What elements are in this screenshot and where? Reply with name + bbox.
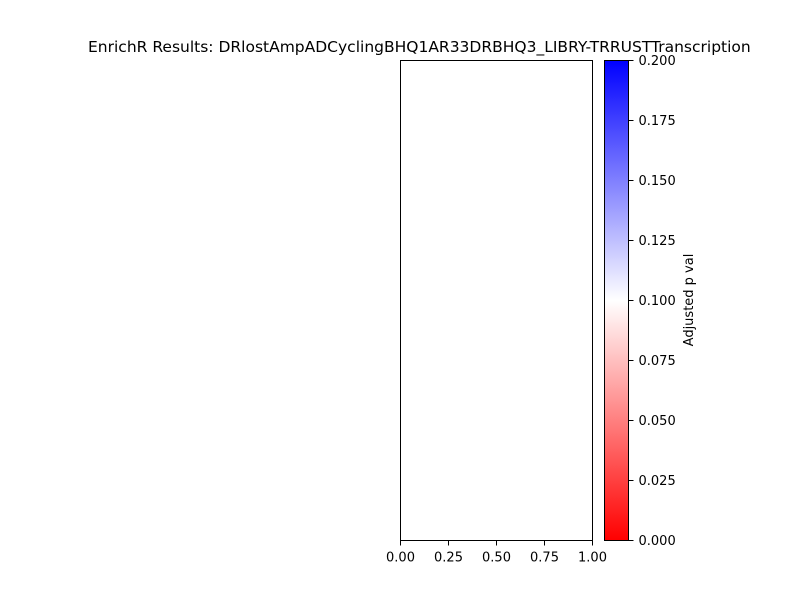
x-axis-ticks: 0.00 0.25 0.50 0.75 1.00 — [386, 540, 607, 566]
colorbar-tick-label: 0.100 — [639, 294, 676, 309]
colorbar-tick-label: 0.000 — [639, 534, 676, 549]
chart-title: EnrichR Results: DRlostAmpADCyclingBHQ1A… — [88, 38, 751, 57]
colorbar-label: Adjusted p val — [682, 254, 697, 347]
x-tick-label: 0.50 — [482, 551, 511, 566]
x-tick-label: 0.00 — [386, 551, 415, 566]
x-tick-label: 0.25 — [434, 551, 463, 566]
colorbar-tick-label: 0.125 — [639, 234, 676, 249]
colorbar: 0.000 0.025 0.050 0.075 0.100 0.125 0.150 0.175… — [604, 54, 697, 549]
colorbar-tick-label: 0.025 — [639, 474, 676, 489]
colorbar-tick-label: 0.150 — [639, 174, 676, 189]
plot-area: 0.00 0.25 0.50 0.75 1.00 — [386, 60, 607, 566]
colorbar-ticks: 0.000 0.025 0.050 0.075 0.100 0.125 0.150 0.175… — [628, 54, 676, 549]
colorbar-tick-label: 0.200 — [639, 54, 676, 69]
plot-frame — [400, 60, 593, 541]
colorbar-tick-label: 0.175 — [639, 114, 676, 129]
colorbar-tick-label: 0.075 — [639, 354, 676, 369]
x-tick-label: 1.00 — [578, 551, 607, 566]
colorbar-tick-label: 0.050 — [639, 414, 676, 429]
x-tick-label: 0.75 — [530, 551, 559, 566]
colorbar-gradient — [604, 60, 629, 541]
